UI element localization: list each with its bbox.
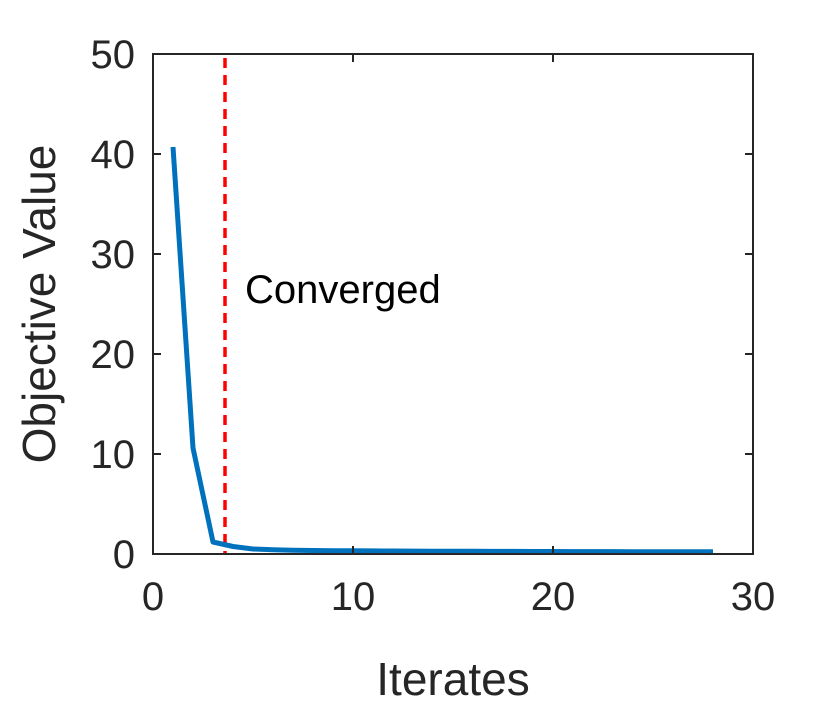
y-tick-label: 50	[91, 33, 136, 77]
y-tick-label: 0	[113, 533, 135, 577]
x-tick-label: 20	[531, 575, 576, 619]
tick-layer	[152, 53, 754, 555]
series-line	[170, 146, 713, 555]
x-axis-label: Iterates	[376, 653, 529, 705]
text-layer: 0 10 20 30 0 10 20 30 40 50 Converged	[91, 33, 776, 619]
y-axis-label: Objective Value	[13, 145, 65, 464]
x-tick-label: 30	[731, 575, 776, 619]
series-layer	[170, 146, 713, 555]
y-tick-label: 30	[91, 233, 136, 277]
y-tick-label: 20	[91, 333, 136, 377]
y-tick-label: 40	[91, 133, 136, 177]
y-tick-label: 10	[91, 433, 136, 477]
plot-background	[153, 54, 753, 554]
plot-frame	[152, 53, 754, 555]
x-tick-label: 0	[142, 575, 164, 619]
x-tick-label: 10	[331, 575, 376, 619]
converged-annotation: Converged	[245, 268, 441, 312]
